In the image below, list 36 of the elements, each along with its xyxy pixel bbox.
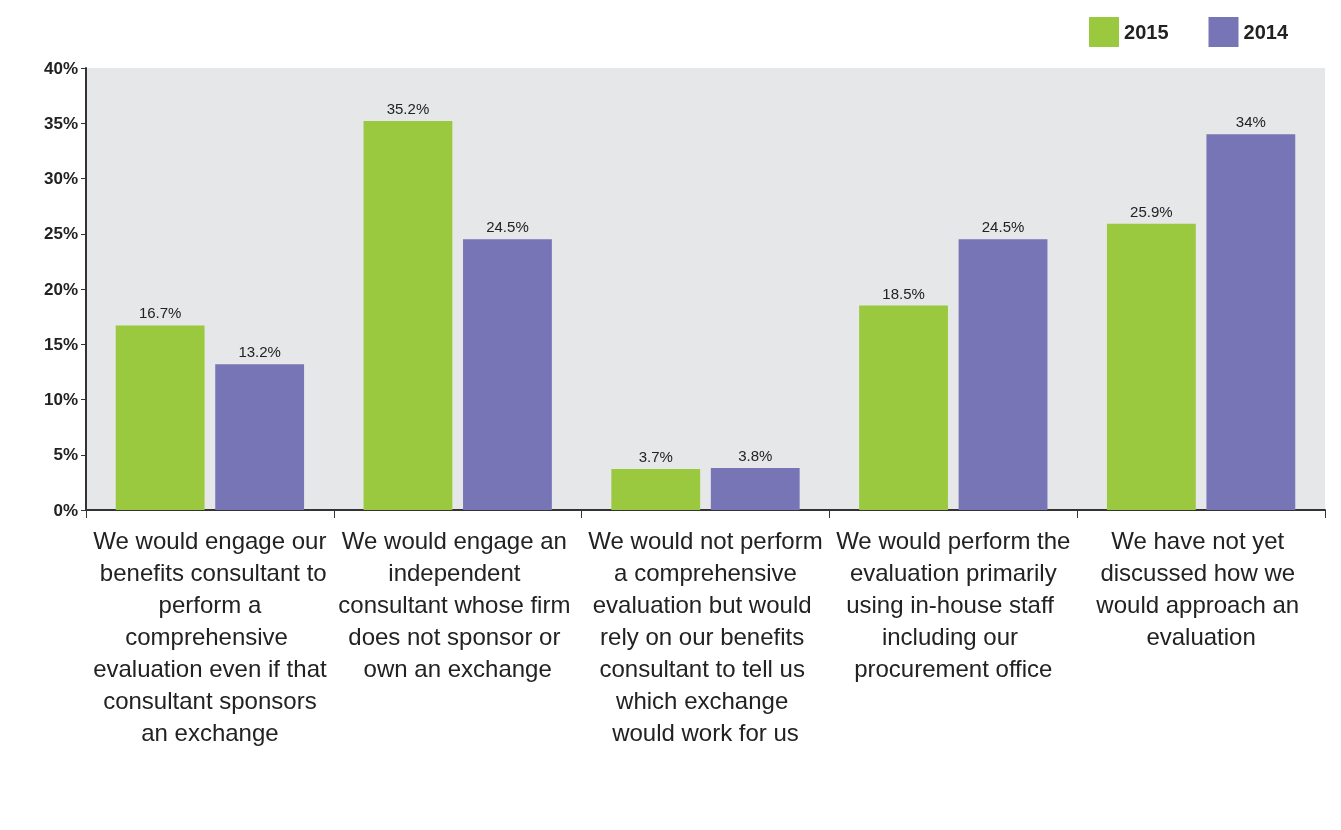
y-tick-label: 15% bbox=[43, 334, 78, 354]
data-label: 34% bbox=[1235, 113, 1266, 131]
bar bbox=[115, 325, 205, 510]
data-label: 24.5% bbox=[486, 218, 529, 236]
data-label: 24.5% bbox=[981, 218, 1025, 236]
data-label: 35.2% bbox=[386, 100, 430, 118]
x-tick-label: We would perform the evaluation primarily using in-house staff including our procurement office bbox=[836, 526, 1071, 682]
bar bbox=[859, 305, 948, 510]
bar bbox=[611, 469, 701, 510]
bar bbox=[710, 468, 800, 510]
y-tick-label: 40% bbox=[43, 58, 78, 78]
x-tick-label: We would engage an independent consultant whose firm does not sponsor or own an exchange bbox=[338, 526, 578, 682]
y-tick-label: 30% bbox=[43, 169, 78, 188]
y-tick-label: 25% bbox=[43, 224, 78, 244]
bar bbox=[215, 364, 305, 510]
data-label: 13.2% bbox=[238, 343, 281, 361]
data-label: 3.8% bbox=[738, 447, 773, 465]
bar bbox=[1206, 134, 1296, 510]
x-tick-label: We would engage our benefits consultant to perform a comprehensive evaluation even if that consultant sponsors an exchange bbox=[93, 526, 327, 746]
x-tick-label: We would not perform a comprehensive evaluation but would rely on our benefits consultant to tell us which exchange would work for us bbox=[588, 526, 823, 746]
bar bbox=[463, 239, 552, 510]
x-tick-label: We have not yet discussed how we would approach an evaluation bbox=[1095, 526, 1306, 650]
legend-label: 2015 bbox=[1124, 21, 1169, 43]
bar bbox=[363, 121, 453, 510]
data-label: 16.7% bbox=[138, 304, 182, 322]
data-label: 3.7% bbox=[638, 448, 673, 466]
y-tick-label: 5% bbox=[53, 445, 78, 465]
y-tick-label: 0% bbox=[53, 500, 78, 520]
data-label: 25.9% bbox=[1130, 202, 1173, 220]
y-tick-label: 10% bbox=[43, 390, 78, 409]
data-label: 18.5% bbox=[882, 284, 925, 302]
bar bbox=[958, 239, 1048, 510]
bar bbox=[1106, 223, 1196, 510]
y-tick-label: 20% bbox=[43, 279, 78, 299]
y-tick-label: 35% bbox=[43, 113, 78, 133]
legend-label: 2014 bbox=[1243, 21, 1289, 43]
